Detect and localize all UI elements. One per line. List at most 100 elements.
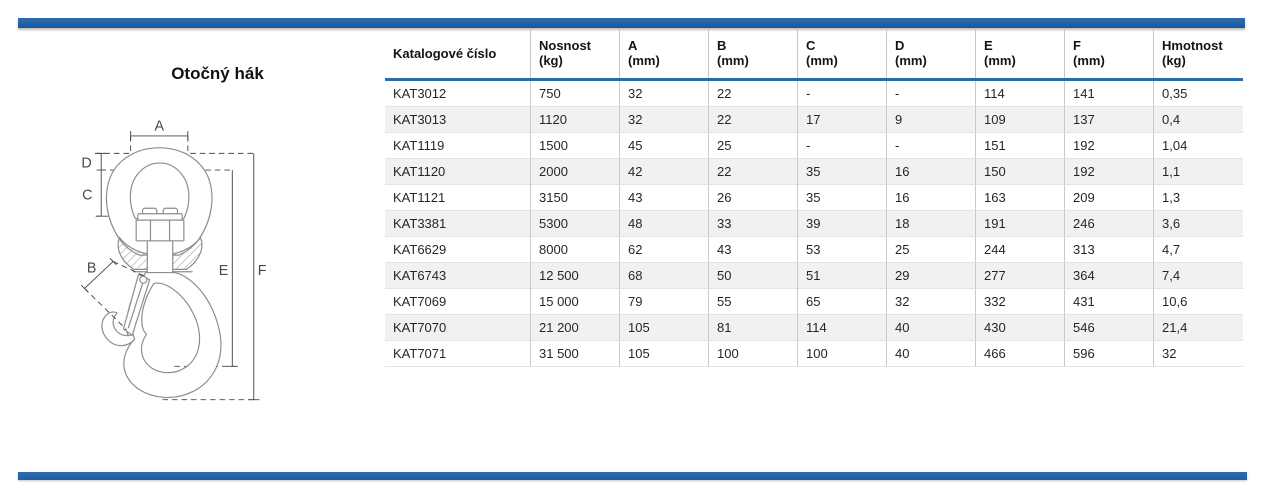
column-header-unit: (mm) — [717, 53, 749, 68]
table-row: KAT7069 15 000 79 55 65 32 332 431 10,6 — [385, 289, 1243, 315]
column-header-unit: (mm) — [1073, 53, 1105, 68]
value-cell: 9 — [887, 107, 976, 133]
value-cell: 35 — [798, 185, 887, 211]
value-cell: 246 — [1065, 211, 1154, 237]
value-cell: 62 — [620, 237, 709, 263]
value-cell: 25 — [887, 237, 976, 263]
eye-inner — [129, 162, 190, 220]
value-cell: 750 — [531, 81, 620, 107]
value-cell: 191 — [976, 211, 1065, 237]
value-cell: 40 — [887, 315, 976, 341]
column-header-label: E — [984, 38, 993, 53]
dim-label-d: D — [81, 156, 91, 172]
value-cell: 8000 — [531, 237, 620, 263]
safety-latch-detail — [127, 283, 144, 329]
value-cell: 1,3 — [1154, 185, 1243, 211]
column-header-label: D — [895, 38, 905, 53]
value-cell: 33 — [709, 211, 798, 237]
value-cell: 1,04 — [1154, 133, 1243, 159]
value-cell: 32 — [887, 289, 976, 315]
catalog-number-cell: KAT6743 — [385, 263, 531, 289]
table-row: KAT1120 2000 42 22 35 16 150 192 1,1 — [385, 159, 1243, 185]
column-header: C (mm) — [798, 28, 887, 78]
column-header-label: F — [1073, 38, 1081, 53]
hook-tip — [101, 311, 136, 347]
value-cell: 466 — [976, 341, 1065, 367]
value-cell: 114 — [798, 315, 887, 341]
catalog-number-cell: KAT3012 — [385, 81, 531, 107]
value-cell: 105 — [620, 341, 709, 367]
column-header-unit: (mm) — [806, 53, 838, 68]
column-header: E (mm) — [976, 28, 1065, 78]
column-header: D (mm) — [887, 28, 976, 78]
catalog-number-cell: KAT1120 — [385, 159, 531, 185]
value-cell: 209 — [1065, 185, 1154, 211]
value-cell: 313 — [1065, 237, 1154, 263]
value-cell: 151 — [976, 133, 1065, 159]
value-cell: 22 — [709, 159, 798, 185]
column-header-unit: (mm) — [628, 53, 660, 68]
dim-ext-b1 — [112, 261, 148, 278]
catalog-number-cell: KAT1119 — [385, 133, 531, 159]
dim-label-e: E — [219, 263, 229, 279]
diagram-panel: Otočný hák A D C — [0, 28, 380, 468]
value-cell: 18 — [887, 211, 976, 237]
dim-line-a — [130, 131, 189, 141]
value-cell: 3150 — [531, 185, 620, 211]
value-cell: 109 — [976, 107, 1065, 133]
value-cell: 32 — [620, 107, 709, 133]
value-cell: 364 — [1065, 263, 1154, 289]
value-cell: 35 — [798, 159, 887, 185]
column-header: Hmotnost (kg) — [1154, 28, 1243, 78]
column-header-label: Hmotnost — [1162, 38, 1223, 53]
value-cell: 50 — [709, 263, 798, 289]
column-header-label: Nosnost — [539, 38, 591, 53]
table-row: KAT3381 5300 48 33 39 18 191 246 3,6 — [385, 211, 1243, 237]
catalog-number-cell: KAT6629 — [385, 237, 531, 263]
value-cell: - — [798, 81, 887, 107]
value-cell: 22 — [709, 81, 798, 107]
catalog-number-cell: KAT7069 — [385, 289, 531, 315]
bottom-accent-bar — [18, 472, 1247, 480]
hook-diagram: A D C — [81, 118, 267, 401]
value-cell: 40 — [887, 341, 976, 367]
value-cell: 5300 — [531, 211, 620, 237]
value-cell: 4,7 — [1154, 237, 1243, 263]
dim-line-d — [96, 152, 106, 171]
top-accent-bar — [18, 18, 1245, 28]
value-cell: 277 — [976, 263, 1065, 289]
value-cell: 51 — [798, 263, 887, 289]
swivel-body — [117, 236, 203, 270]
hex-nut — [135, 219, 185, 242]
value-cell: 16 — [887, 159, 976, 185]
value-cell: 48 — [620, 211, 709, 237]
table-row: KAT1121 3150 43 26 35 16 163 209 1,3 — [385, 185, 1243, 211]
column-header-unit: (mm) — [984, 53, 1016, 68]
value-cell: 114 — [976, 81, 1065, 107]
value-cell: 430 — [976, 315, 1065, 341]
dim-line-c — [96, 170, 106, 217]
spec-table-body: KAT3012 750 32 22- -114 141 0,35 KAT3013 1120 32 2… — [385, 81, 1243, 367]
value-cell: 431 — [1065, 289, 1154, 315]
value-cell: 79 — [620, 289, 709, 315]
dim-label-b: B — [87, 261, 97, 277]
catalog-number-cell: KAT3381 — [385, 211, 531, 237]
value-cell: 3,6 — [1154, 211, 1243, 237]
column-header: Katalogové číslo — [385, 28, 531, 78]
value-cell: 137 — [1065, 107, 1154, 133]
value-cell: 150 — [976, 159, 1065, 185]
value-cell: 10,6 — [1154, 289, 1243, 315]
value-cell: 16 — [887, 185, 976, 211]
value-cell: 17 — [798, 107, 887, 133]
value-cell: 32 — [620, 81, 709, 107]
column-header-label: C — [806, 38, 816, 53]
value-cell: 21 200 — [531, 315, 620, 341]
value-cell: 29 — [887, 263, 976, 289]
value-cell: 15 000 — [531, 289, 620, 315]
catalog-number-cell: KAT7070 — [385, 315, 531, 341]
column-header-label: A — [628, 38, 638, 53]
column-header-unit: (kg) — [539, 53, 563, 68]
catalog-number-cell: KAT1121 — [385, 185, 531, 211]
value-cell: 31 500 — [531, 341, 620, 367]
value-cell: 100 — [798, 341, 887, 367]
